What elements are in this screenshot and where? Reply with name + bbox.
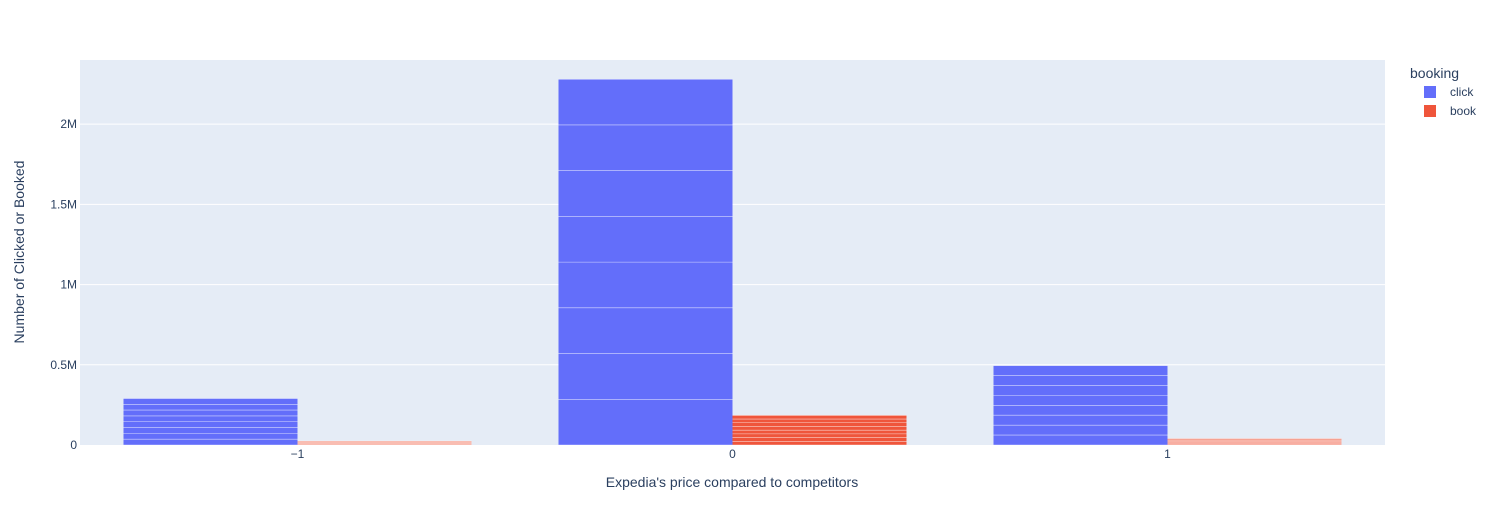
legend-label: book bbox=[1450, 104, 1477, 118]
legend-item-click[interactable]: click bbox=[1424, 85, 1474, 99]
x-axis-title: Expedia's price compared to competitors bbox=[606, 474, 858, 490]
y-tick-label: 0 bbox=[70, 438, 77, 452]
x-tick-labels: −1 0 1 bbox=[291, 447, 1172, 461]
y-tick-label: 1.5M bbox=[50, 197, 77, 211]
x-tick-label: −1 bbox=[291, 447, 305, 461]
x-tick-label: 0 bbox=[729, 447, 736, 461]
legend[interactable]: booking click book bbox=[1410, 65, 1477, 118]
legend-swatch bbox=[1424, 105, 1436, 117]
legend-item-book[interactable]: book bbox=[1424, 104, 1477, 118]
x-tick-label: 1 bbox=[1164, 447, 1171, 461]
y-tick-label: 1M bbox=[60, 278, 77, 292]
y-tick-label: 0.5M bbox=[50, 358, 77, 372]
legend-label: click bbox=[1450, 85, 1474, 99]
y-tick-labels: 0 0.5M 1M 1.5M 2M bbox=[50, 117, 77, 452]
legend-swatch bbox=[1424, 86, 1436, 98]
y-axis-title: Number of Clicked or Booked bbox=[11, 161, 27, 344]
legend-title: booking bbox=[1410, 65, 1459, 81]
y-tick-label: 2M bbox=[60, 117, 77, 131]
bars bbox=[123, 78, 1342, 446]
